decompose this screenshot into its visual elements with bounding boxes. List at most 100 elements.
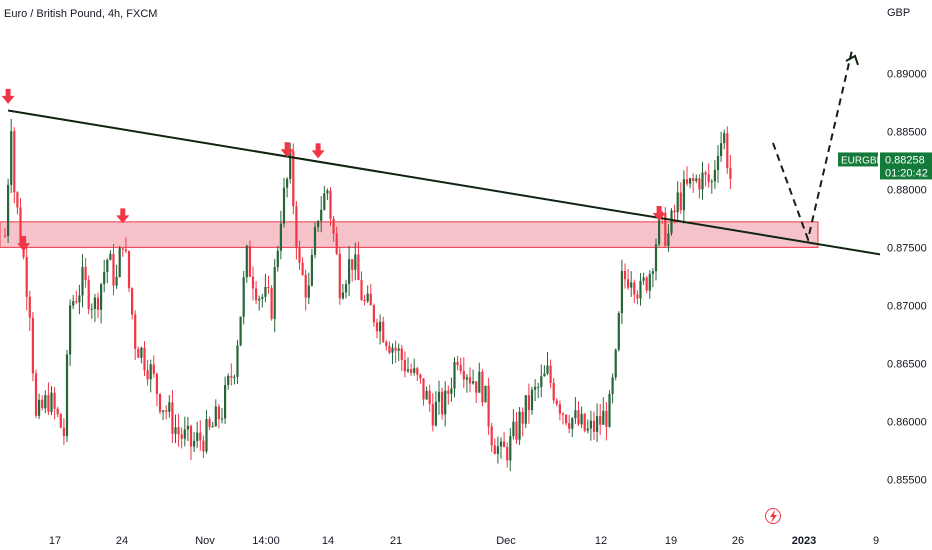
candle-body <box>651 271 654 274</box>
x-tick-label: Dec <box>496 535 516 547</box>
candle <box>196 421 199 448</box>
candle <box>162 409 165 421</box>
candle <box>633 279 636 304</box>
candle-body <box>723 133 726 144</box>
candle <box>90 303 93 319</box>
candle <box>251 266 255 301</box>
candle-body <box>561 413 565 415</box>
candle <box>7 178 10 244</box>
candle-body <box>75 301 78 303</box>
candle-body <box>44 395 47 409</box>
candle <box>648 270 651 299</box>
candle-body <box>227 375 230 385</box>
candle <box>224 376 227 424</box>
candle-body <box>658 212 661 245</box>
down-arrow-marker <box>116 208 130 224</box>
candle-body <box>614 349 617 378</box>
candle-body <box>137 348 140 358</box>
candle <box>413 358 416 376</box>
candle <box>490 422 493 452</box>
candle <box>255 281 258 305</box>
candle <box>13 127 16 204</box>
x-tick-label: 12 <box>595 535 607 547</box>
candle-body <box>369 293 372 306</box>
candle-body <box>490 426 493 446</box>
x-tick-label: 2023 <box>792 535 816 547</box>
candle <box>10 118 13 194</box>
candle <box>487 377 490 435</box>
candle <box>425 386 428 400</box>
candle-body <box>720 143 723 156</box>
candle-body <box>447 390 450 394</box>
x-tick-label: 14:00 <box>252 535 280 547</box>
candle-body <box>416 368 419 375</box>
candle-body <box>310 254 313 286</box>
candle-body <box>428 390 431 405</box>
candle <box>406 357 410 373</box>
candle <box>382 316 385 344</box>
candle-body <box>100 284 103 310</box>
candle <box>630 271 633 297</box>
candle <box>220 408 224 424</box>
candle <box>65 349 69 442</box>
candle <box>344 279 348 299</box>
candle-body <box>348 259 351 284</box>
candle <box>56 406 59 418</box>
candle-body <box>19 207 22 245</box>
candle <box>261 293 264 308</box>
candle <box>444 381 447 427</box>
candle <box>109 250 112 261</box>
candle-body <box>543 373 546 377</box>
candle-body <box>211 426 214 428</box>
candle <box>496 436 499 464</box>
candle <box>137 346 140 358</box>
candle <box>72 295 75 310</box>
candle <box>124 237 127 254</box>
candle-body <box>633 282 636 295</box>
candle <box>304 269 307 311</box>
candle-body <box>217 406 220 420</box>
projection-path <box>772 49 853 243</box>
candle-body <box>69 305 72 355</box>
candle-body <box>726 133 729 169</box>
candle <box>317 220 320 232</box>
candle <box>521 407 524 437</box>
candle-body <box>558 404 561 414</box>
candle <box>96 292 100 318</box>
candle-body <box>577 410 580 425</box>
candle-body <box>484 385 487 403</box>
candle <box>69 299 72 367</box>
candle <box>239 316 242 347</box>
candle <box>397 343 400 362</box>
candle-body <box>53 392 56 409</box>
candle <box>679 182 682 215</box>
candle-body <box>276 250 279 268</box>
candle <box>155 372 158 407</box>
down-arrow-marker <box>311 143 325 159</box>
candle <box>338 246 341 305</box>
candle <box>447 385 450 405</box>
candle-body <box>220 418 224 420</box>
candle <box>44 390 47 414</box>
candle-body <box>537 386 540 388</box>
candle <box>75 290 78 305</box>
candle-body <box>515 421 518 440</box>
candle-body <box>599 416 602 425</box>
candle <box>313 222 317 259</box>
candle <box>298 240 301 271</box>
candle <box>704 170 707 187</box>
candle-body <box>701 172 704 190</box>
candle-body <box>354 254 357 270</box>
candle <box>558 400 561 421</box>
candle-body <box>571 418 574 429</box>
candle <box>503 431 506 448</box>
candle-body <box>527 395 530 411</box>
lightning-icon[interactable] <box>765 508 781 524</box>
x-tick-label: Nov <box>195 535 215 547</box>
candle-body <box>493 445 496 454</box>
candle-body <box>403 359 406 372</box>
candle <box>87 275 90 315</box>
candle <box>41 395 44 411</box>
candle-body <box>698 178 701 190</box>
